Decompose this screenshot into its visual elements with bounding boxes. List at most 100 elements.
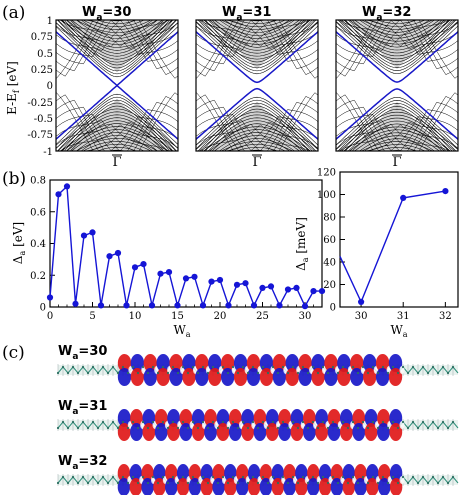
lattice-atom (96, 371, 100, 375)
wavefunction-lobe (236, 478, 249, 495)
lattice-bond (437, 476, 444, 484)
x-tick-label: 15 (171, 311, 184, 322)
lattice-atom (326, 481, 330, 485)
x-tick-label: 31 (397, 311, 410, 322)
gap-plot-zoom-series (339, 188, 449, 305)
lattice-bond (427, 421, 434, 429)
lattice-atom (266, 371, 270, 375)
band-title-32: Wa=32 (362, 5, 411, 23)
lattice-atom (306, 371, 310, 375)
folded-band (363, 121, 458, 151)
gap-plot-zoom-xlabel: Wa (390, 323, 407, 339)
wavefunction-lobe (212, 464, 225, 482)
bulk-subband (246, 20, 268, 22)
y-tick-label: 0 (40, 303, 46, 314)
wavefunction-lobe (283, 478, 296, 495)
lattice-atom (226, 426, 230, 430)
lattice-atom (401, 365, 405, 369)
bulk-subband (82, 20, 152, 30)
wavefunction-lobe (377, 423, 390, 441)
lattice-atom (326, 371, 330, 375)
lattice-atom (416, 426, 420, 430)
lattice-atom (216, 371, 220, 375)
wavefunction-lobe (375, 368, 390, 386)
data-point (301, 303, 309, 310)
wavefunction-lobe (303, 423, 316, 441)
lattice-atom (151, 475, 155, 479)
wavefunction-lobe (130, 423, 143, 441)
lattice-bond (107, 476, 114, 484)
lattice-atom (316, 426, 320, 430)
lattice-bond (432, 366, 439, 374)
wavefunction-lobe (156, 354, 170, 372)
lattice-atom (136, 371, 140, 375)
y-tick-label: 120 (317, 168, 336, 179)
lattice-atom (386, 426, 390, 430)
folded-band (83, 20, 178, 50)
wavefunction-lobe (246, 368, 261, 386)
lattice-bond (67, 366, 74, 374)
wavefunction-lobe (352, 423, 366, 441)
wavefunction-lobe (315, 409, 329, 427)
lattice-atom (376, 371, 380, 375)
folded-band (56, 106, 112, 151)
wavefunction-lobe (212, 478, 225, 495)
folded-band (119, 109, 178, 151)
lattice-atom (251, 365, 255, 369)
bulk-subband (75, 20, 158, 39)
lattice-atom (161, 420, 165, 424)
data-point (182, 275, 190, 282)
lattice-bond (87, 366, 94, 374)
lattice-atom (356, 371, 360, 375)
bulk-subband (89, 144, 145, 151)
folded-band (56, 123, 170, 151)
lattice-atom (91, 420, 95, 424)
bulk-subband (198, 114, 316, 151)
folded-band (336, 20, 401, 57)
lattice-atom (411, 475, 415, 479)
lattice-bond (112, 421, 119, 429)
lattice-bond (432, 476, 439, 484)
folded-band (56, 20, 99, 77)
lattice-atom (126, 426, 130, 430)
bulk-subband (220, 20, 294, 30)
ytick-0.25: 0.25 (31, 65, 53, 76)
wavefunction-lobe (272, 368, 287, 386)
lattice-atom (256, 426, 260, 430)
bulk-subband (213, 132, 301, 151)
lattice-bond (412, 366, 419, 374)
lattice-atom (361, 365, 365, 369)
data-point (259, 284, 266, 291)
panel-label-a: (a) (2, 3, 25, 23)
y-tick-label: 40 (323, 258, 336, 269)
folded-band (83, 121, 178, 151)
lattice-atom (86, 371, 90, 375)
wavefunction-lobe (342, 478, 355, 495)
lattice-atom (216, 426, 220, 430)
data-point (157, 270, 164, 277)
wavefunction-lobe (191, 423, 205, 441)
bulk-band-fill (56, 20, 178, 73)
lattice-atom (101, 475, 105, 479)
folded-band (273, 20, 318, 75)
lattice-atom (61, 475, 65, 479)
data-point (400, 194, 407, 201)
bulk-subband (344, 20, 450, 63)
bulk-subband (207, 120, 307, 151)
folded-band (336, 123, 450, 151)
lattice-atom (151, 365, 155, 369)
wavefunction-lobe (241, 423, 255, 441)
lattice-atom (276, 481, 280, 485)
lattice-atom (106, 481, 110, 485)
lattice-atom (241, 475, 245, 479)
folded-band (413, 96, 458, 151)
wavefunction-lobe (221, 354, 235, 372)
bulk-subband (89, 20, 145, 27)
bulk-subband (347, 20, 447, 51)
wavefunction-lobe (167, 423, 181, 441)
data-point (72, 300, 79, 307)
bulk-subband (336, 111, 458, 150)
bulk-subband (203, 126, 311, 151)
lattice-atom (231, 420, 235, 424)
lattice-atom (251, 475, 255, 479)
